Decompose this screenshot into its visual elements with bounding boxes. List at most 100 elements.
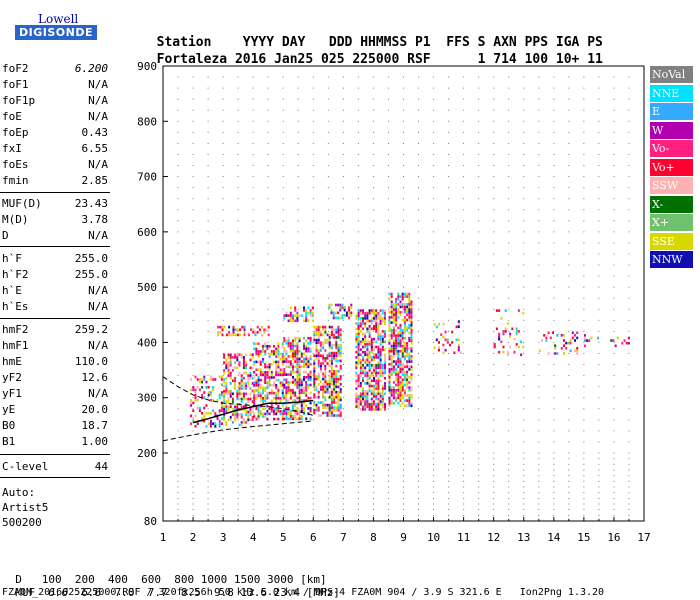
- echo-point: [326, 333, 329, 337]
- echo-point: [455, 325, 458, 329]
- param-row-foe: foE N/A: [2, 109, 108, 125]
- echo-point: [317, 341, 320, 344]
- echo-point: [313, 367, 316, 370]
- grid-dot: [312, 109, 314, 111]
- echo-point: [390, 388, 393, 392]
- grid-dot: [297, 275, 299, 277]
- echo-point: [410, 365, 413, 369]
- grid-dot: [448, 503, 450, 505]
- echo-point: [357, 345, 360, 349]
- echo-point: [264, 350, 267, 353]
- echo-point: [397, 362, 400, 366]
- grid-dot: [523, 364, 525, 366]
- echo-point: [375, 324, 378, 328]
- echo-point: [326, 357, 329, 360]
- grid-dot: [222, 220, 224, 222]
- grid-dot: [207, 275, 209, 277]
- echo-point: [377, 366, 380, 370]
- echo-point: [225, 384, 228, 388]
- echo-point: [333, 377, 336, 381]
- grid-dot: [478, 463, 480, 465]
- echo-point: [319, 414, 322, 417]
- echo-point: [266, 394, 269, 397]
- grid-dot: [418, 98, 420, 100]
- grid-dot: [553, 176, 555, 178]
- echo-point: [375, 314, 378, 318]
- grid-dot: [433, 452, 435, 454]
- grid-dot: [613, 492, 615, 494]
- grid-dot: [297, 503, 299, 505]
- echo-point: [227, 389, 230, 393]
- grid-dot: [508, 419, 510, 421]
- echo-point: [201, 393, 204, 397]
- grid-dot: [418, 480, 420, 482]
- echo-point: [373, 317, 375, 320]
- grid-dot: [508, 341, 510, 343]
- echo-point: [245, 405, 248, 409]
- echo-point: [225, 358, 228, 362]
- echo-point: [296, 360, 299, 363]
- echo-point: [406, 373, 409, 376]
- grid-dot: [523, 475, 525, 477]
- grid-dot: [342, 319, 344, 321]
- grid-dot: [387, 364, 389, 366]
- echo-point: [256, 331, 259, 334]
- auto-scaling-info: Auto: Artist5 500200: [2, 485, 48, 530]
- echo-point: [307, 319, 310, 323]
- grid-dot: [177, 176, 179, 178]
- echo-point: [287, 365, 290, 369]
- grid-dot: [568, 109, 570, 111]
- grid-dot: [267, 275, 269, 277]
- param-separator: [0, 477, 110, 478]
- header-label-station: Station: [156, 35, 212, 50]
- grid-dot: [418, 253, 420, 255]
- grid-dot: [207, 375, 209, 377]
- echo-point: [277, 373, 280, 377]
- param-name: C-level: [2, 460, 49, 473]
- echo-point: [388, 378, 391, 382]
- grid-dot: [418, 497, 420, 499]
- echo-point: [307, 373, 310, 376]
- grid-dot: [508, 176, 510, 178]
- echo-point: [330, 414, 333, 417]
- echo-point: [399, 365, 402, 369]
- echo-point: [339, 388, 342, 391]
- echo-point: [379, 392, 382, 396]
- echo-point: [337, 349, 340, 352]
- grid-dot: [448, 319, 450, 321]
- echo-point: [236, 405, 239, 409]
- echo-point: [285, 342, 288, 345]
- echo-point: [219, 331, 222, 334]
- grid-dot: [463, 220, 465, 222]
- echo-point: [229, 356, 232, 359]
- grid-dot: [372, 514, 374, 516]
- grid-dot: [463, 503, 465, 505]
- echo-point: [300, 352, 303, 356]
- echo-point: [251, 356, 254, 359]
- echo-point: [296, 378, 299, 382]
- grid-dot: [463, 176, 465, 178]
- echo-point: [243, 325, 246, 329]
- echo-point: [279, 410, 282, 413]
- echo-point: [264, 352, 267, 356]
- echo-point: [373, 363, 375, 367]
- echo-point: [375, 369, 378, 372]
- grid-dot: [387, 87, 389, 89]
- grid-dot: [297, 441, 299, 443]
- grid-dot: [568, 408, 570, 410]
- echo-point: [255, 394, 258, 397]
- echo-point: [379, 369, 382, 372]
- echo-point: [362, 358, 364, 362]
- echo-point: [313, 359, 316, 363]
- echo-point: [375, 408, 378, 411]
- param-value: N/A: [88, 158, 108, 171]
- grid-dot: [553, 469, 555, 471]
- echo-point: [333, 354, 336, 357]
- grid-dot: [403, 286, 404, 288]
- echo-point: [401, 336, 404, 340]
- grid-dot: [222, 352, 224, 354]
- echo-point: [397, 342, 400, 345]
- echo-point: [256, 325, 259, 329]
- echo-point: [328, 341, 331, 344]
- echo-point: [324, 367, 327, 370]
